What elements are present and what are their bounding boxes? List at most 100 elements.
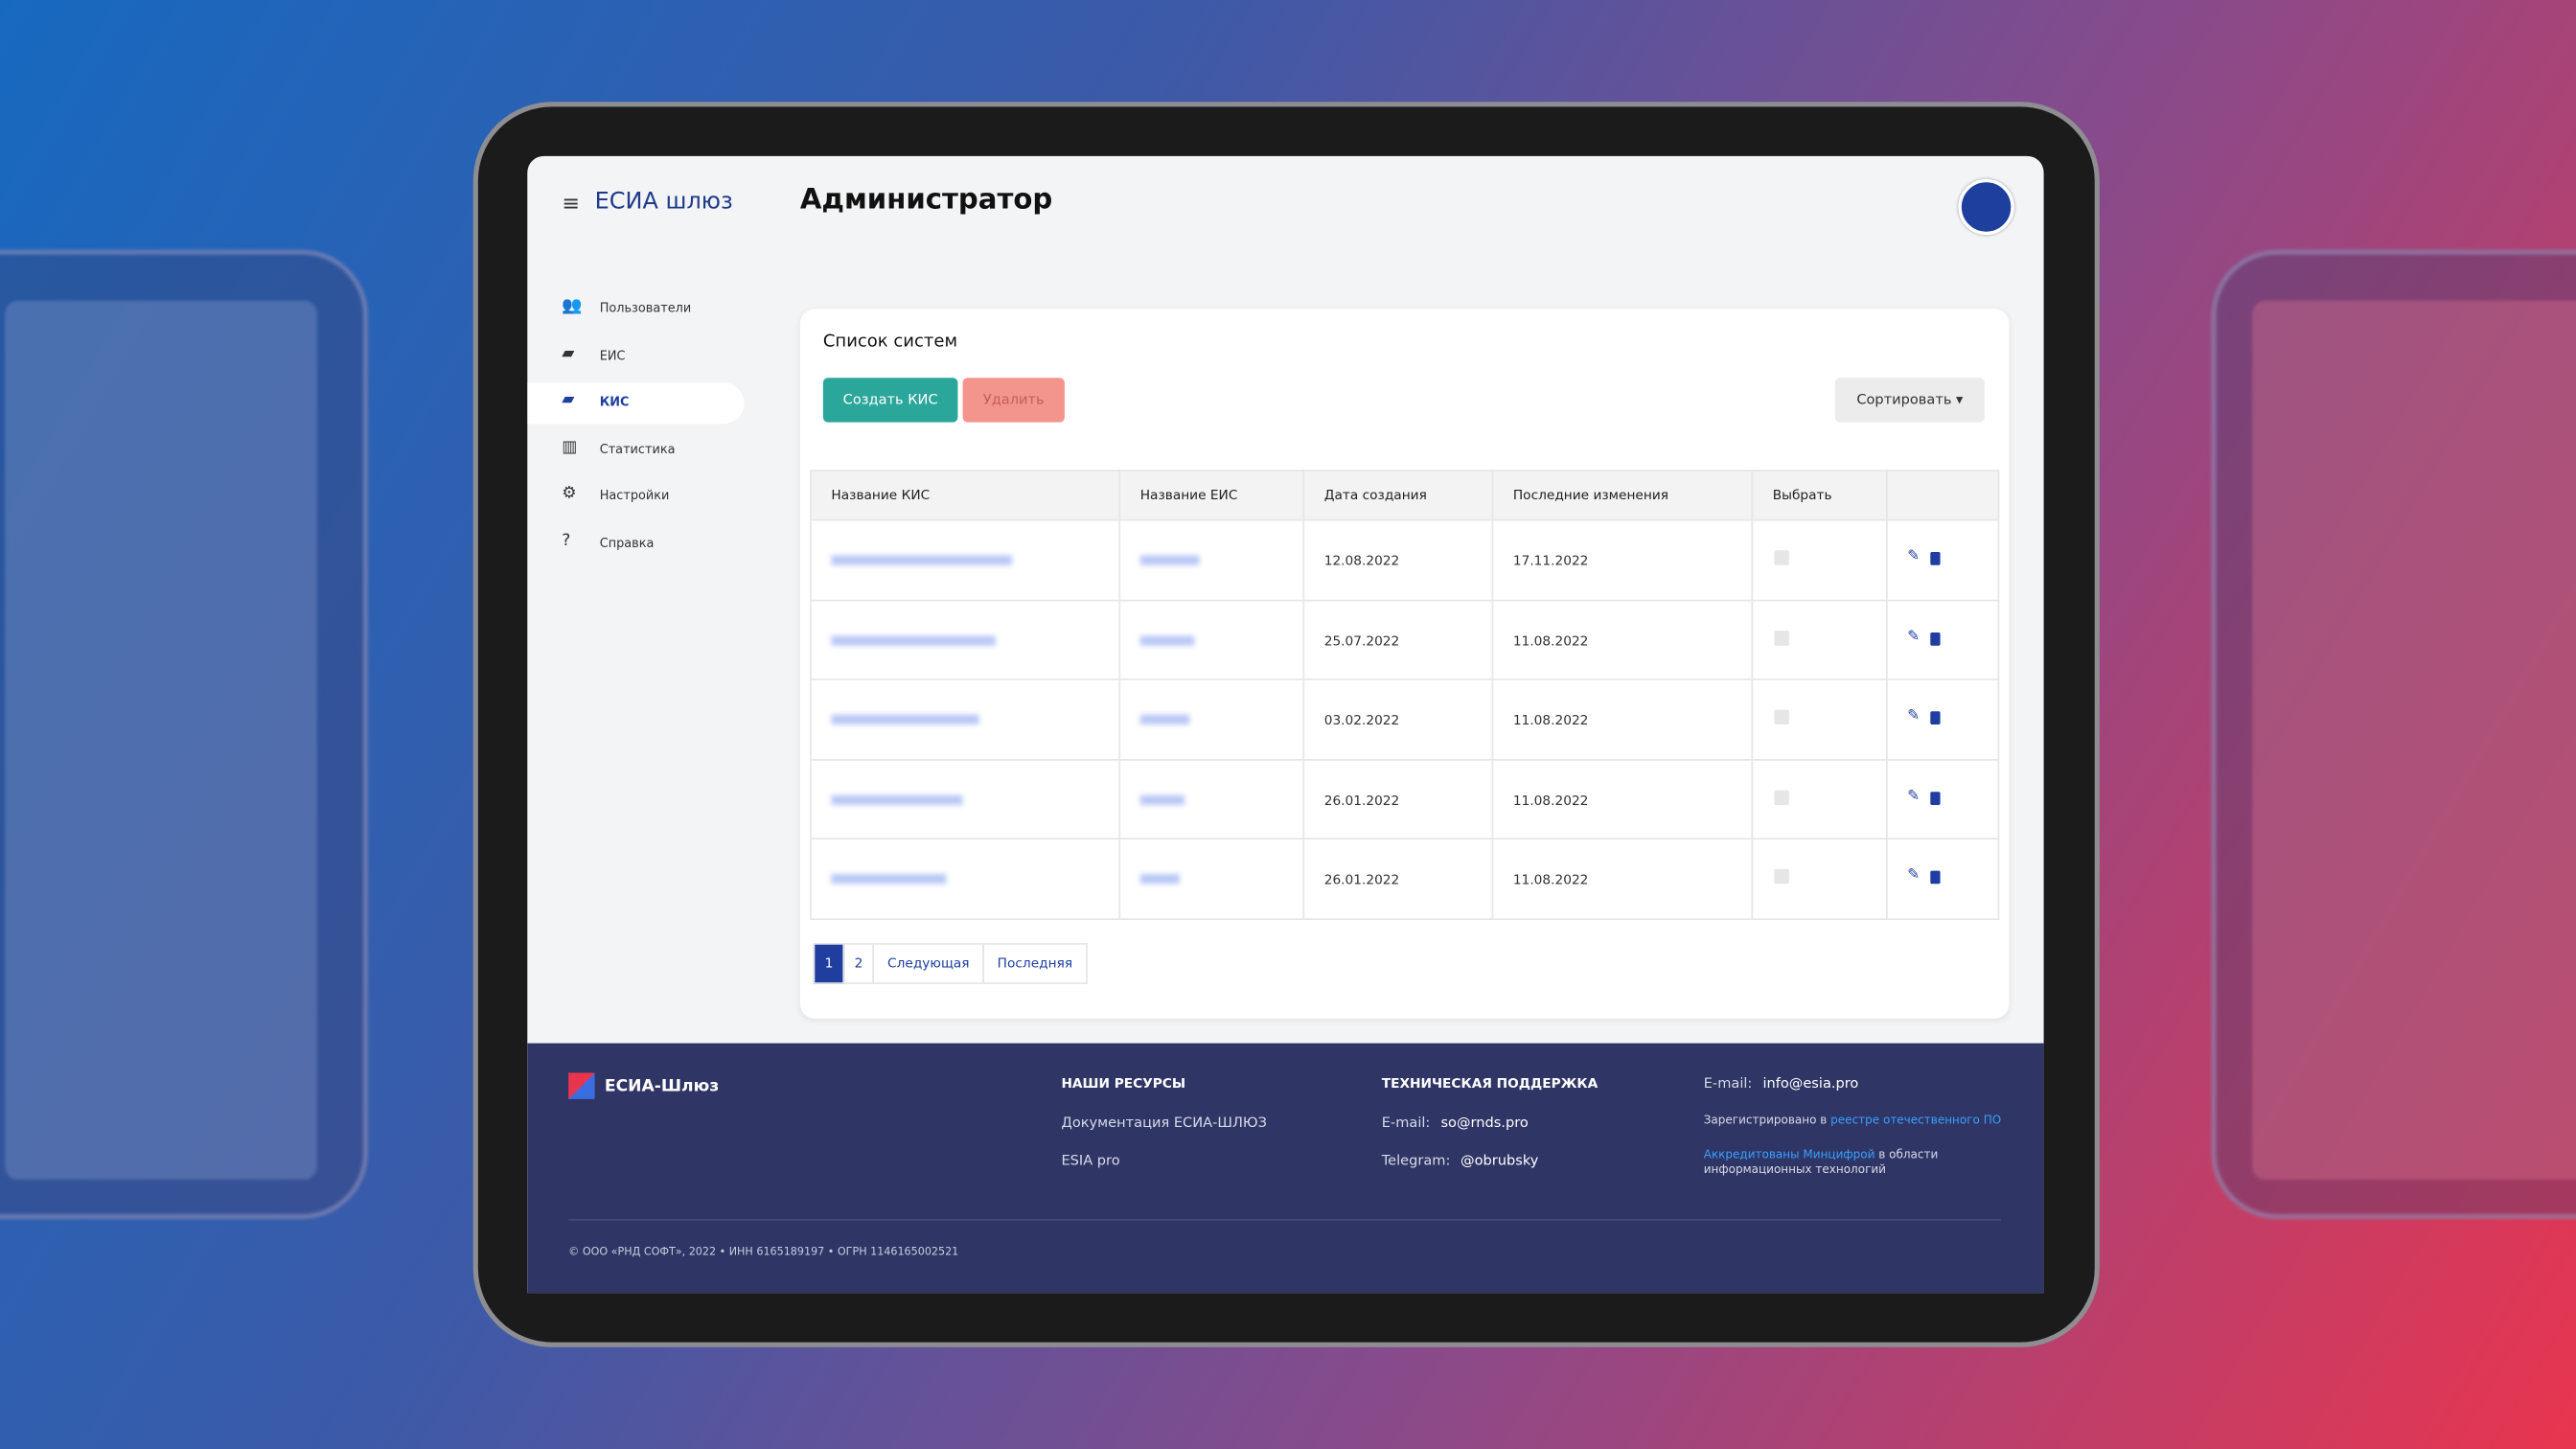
nav-item[interactable]: Настройки bbox=[599, 488, 670, 504]
table: Название КИС Название ЕИС Дата создания Пос… bbox=[810, 470, 2000, 920]
nav-icon: ⚙ bbox=[562, 485, 577, 504]
eis-name-link[interactable] bbox=[1139, 874, 1180, 885]
eis-name-link[interactable] bbox=[1139, 794, 1185, 805]
created-date: 25.07.2022 bbox=[1323, 632, 1400, 649]
panel-title: Список систем bbox=[822, 332, 958, 352]
kis-name-link[interactable] bbox=[831, 714, 979, 725]
nav-item[interactable]: КИС bbox=[599, 394, 630, 410]
created-date: 03.02.2022 bbox=[1323, 713, 1400, 728]
create-button[interactable]: Создать КИС bbox=[822, 378, 958, 423]
contact-email-label: E-mail: bbox=[1703, 1075, 1753, 1093]
resource-link[interactable]: ESIA pro bbox=[1061, 1153, 1120, 1170]
support-email[interactable]: so@rnds.pro bbox=[1440, 1116, 1529, 1133]
footer-brand: ЕСИА-Шлюз bbox=[604, 1077, 720, 1096]
resources-title: НАШИ РЕСУРСЫ bbox=[1061, 1075, 1186, 1092]
nav-item[interactable]: ЕИС bbox=[599, 347, 626, 363]
page-link[interactable]: Следующая bbox=[872, 943, 984, 984]
brand[interactable]: ЕСИА шлюз bbox=[594, 189, 733, 216]
page-link[interactable]: Последняя bbox=[982, 943, 1088, 984]
accredited-note: Аккредитованы Минцифрой в области информ… bbox=[1704, 1148, 2000, 1178]
created-date: 12.08.2022 bbox=[1323, 553, 1400, 569]
background-tablet bbox=[2211, 249, 2576, 1220]
app-screen: ≡ ЕСИА шлюз Администратор 👥 Пользователи ▰… bbox=[527, 155, 2044, 1294]
nav-icon: ? bbox=[562, 532, 571, 551]
telegram-label: Telegram: bbox=[1381, 1153, 1451, 1170]
column-divider bbox=[1751, 470, 1754, 919]
registry-link[interactable]: реестре отечественного ПО bbox=[1830, 1114, 2002, 1128]
nav-item[interactable]: Статистика bbox=[599, 441, 676, 457]
nav-icon: ▰ bbox=[562, 344, 575, 363]
kis-name-link[interactable] bbox=[831, 794, 963, 805]
table-row bbox=[810, 759, 2000, 840]
column-divider bbox=[1302, 470, 1305, 919]
column-header: Последние изменения bbox=[1512, 488, 1669, 503]
kis-name-link[interactable] bbox=[831, 555, 1013, 565]
created-date: 26.01.2022 bbox=[1323, 872, 1400, 887]
select-checkbox[interactable] bbox=[1774, 789, 1789, 805]
footer-divider bbox=[568, 1219, 2002, 1221]
edit-icon[interactable]: ✎ bbox=[1907, 788, 1920, 805]
kis-name-link[interactable] bbox=[831, 634, 996, 645]
pagination: 1 2 Следующая Последняя bbox=[813, 943, 1088, 984]
resource-link[interactable]: Документация ЕСИА-ШЛЮЗ bbox=[1061, 1116, 1267, 1133]
modified-date: 11.08.2022 bbox=[1512, 713, 1589, 728]
accredited-link[interactable]: Аккредитованы Минцифрой bbox=[1703, 1148, 1875, 1162]
table-header bbox=[810, 470, 2000, 521]
table-row bbox=[810, 520, 2000, 601]
delete-icon[interactable] bbox=[1930, 552, 1941, 565]
column-divider bbox=[1886, 470, 1888, 919]
modified-date: 17.11.2022 bbox=[1512, 553, 1589, 569]
sort-button[interactable]: Сортировать ▾ bbox=[1834, 378, 1985, 423]
select-checkbox[interactable] bbox=[1774, 630, 1789, 645]
nav-item[interactable]: Справка bbox=[599, 535, 655, 551]
modified-date: 11.08.2022 bbox=[1512, 793, 1589, 808]
select-checkbox[interactable] bbox=[1774, 709, 1789, 725]
select-checkbox[interactable] bbox=[1774, 868, 1789, 885]
column-divider bbox=[1118, 470, 1121, 919]
delete-icon[interactable] bbox=[1930, 870, 1941, 885]
table-row bbox=[810, 600, 2000, 680]
page-link[interactable]: 2 bbox=[842, 943, 875, 984]
edit-icon[interactable]: ✎ bbox=[1907, 548, 1920, 565]
delete-icon[interactable] bbox=[1930, 711, 1941, 725]
contact-email[interactable]: info@esia.pro bbox=[1762, 1075, 1859, 1093]
page-link[interactable]: 1 bbox=[813, 943, 845, 984]
kis-name-link[interactable] bbox=[831, 874, 947, 885]
delete-icon[interactable] bbox=[1930, 632, 1941, 645]
edit-icon[interactable]: ✎ bbox=[1907, 867, 1920, 885]
select-checkbox[interactable] bbox=[1774, 550, 1789, 565]
edit-icon[interactable]: ✎ bbox=[1907, 707, 1920, 725]
page-title: Администратор bbox=[799, 184, 1053, 218]
menu-icon[interactable]: ≡ bbox=[562, 192, 580, 218]
telegram[interactable]: @obrubsky bbox=[1460, 1153, 1539, 1170]
nav-icon: ▰ bbox=[562, 391, 575, 410]
nav-item[interactable]: Пользователи bbox=[599, 300, 692, 316]
registered-text: Зарегистрировано в bbox=[1703, 1114, 1828, 1128]
created-date: 26.01.2022 bbox=[1323, 793, 1400, 808]
copyright: © ООО «РНД СОФТ», 2022 • ИНН 6165189197 … bbox=[568, 1245, 959, 1259]
eis-name-link[interactable] bbox=[1139, 714, 1190, 725]
eis-name-link[interactable] bbox=[1139, 634, 1195, 645]
panel: Список систем Создать КИС Удалить Сортир… bbox=[799, 309, 2010, 1019]
active-highlight bbox=[527, 382, 745, 425]
accredited-text: в области информационных технологий bbox=[1703, 1148, 1939, 1177]
nav-icon: 👥 bbox=[562, 297, 583, 316]
modified-date: 11.08.2022 bbox=[1512, 632, 1589, 649]
table-row bbox=[810, 679, 2000, 760]
column-header: Название КИС bbox=[831, 488, 931, 503]
delete-button[interactable]: Удалить bbox=[962, 378, 1065, 423]
column-divider bbox=[1491, 470, 1494, 919]
delete-icon[interactable] bbox=[1930, 791, 1941, 805]
nav-icon: ▥ bbox=[562, 438, 578, 457]
sort-label: Сортировать bbox=[1856, 391, 1952, 409]
support-title: ТЕХНИЧЕСКАЯ ПОДДЕРЖКА bbox=[1381, 1075, 1598, 1092]
avatar[interactable] bbox=[1958, 178, 2014, 236]
edit-icon[interactable]: ✎ bbox=[1907, 628, 1920, 645]
column-header: Название ЕИС bbox=[1139, 488, 1238, 503]
column-header: Выбрать bbox=[1772, 488, 1832, 503]
registered-note: Зарегистрировано в реестре отечественног… bbox=[1704, 1114, 2001, 1127]
eis-name-link[interactable] bbox=[1139, 555, 1200, 565]
